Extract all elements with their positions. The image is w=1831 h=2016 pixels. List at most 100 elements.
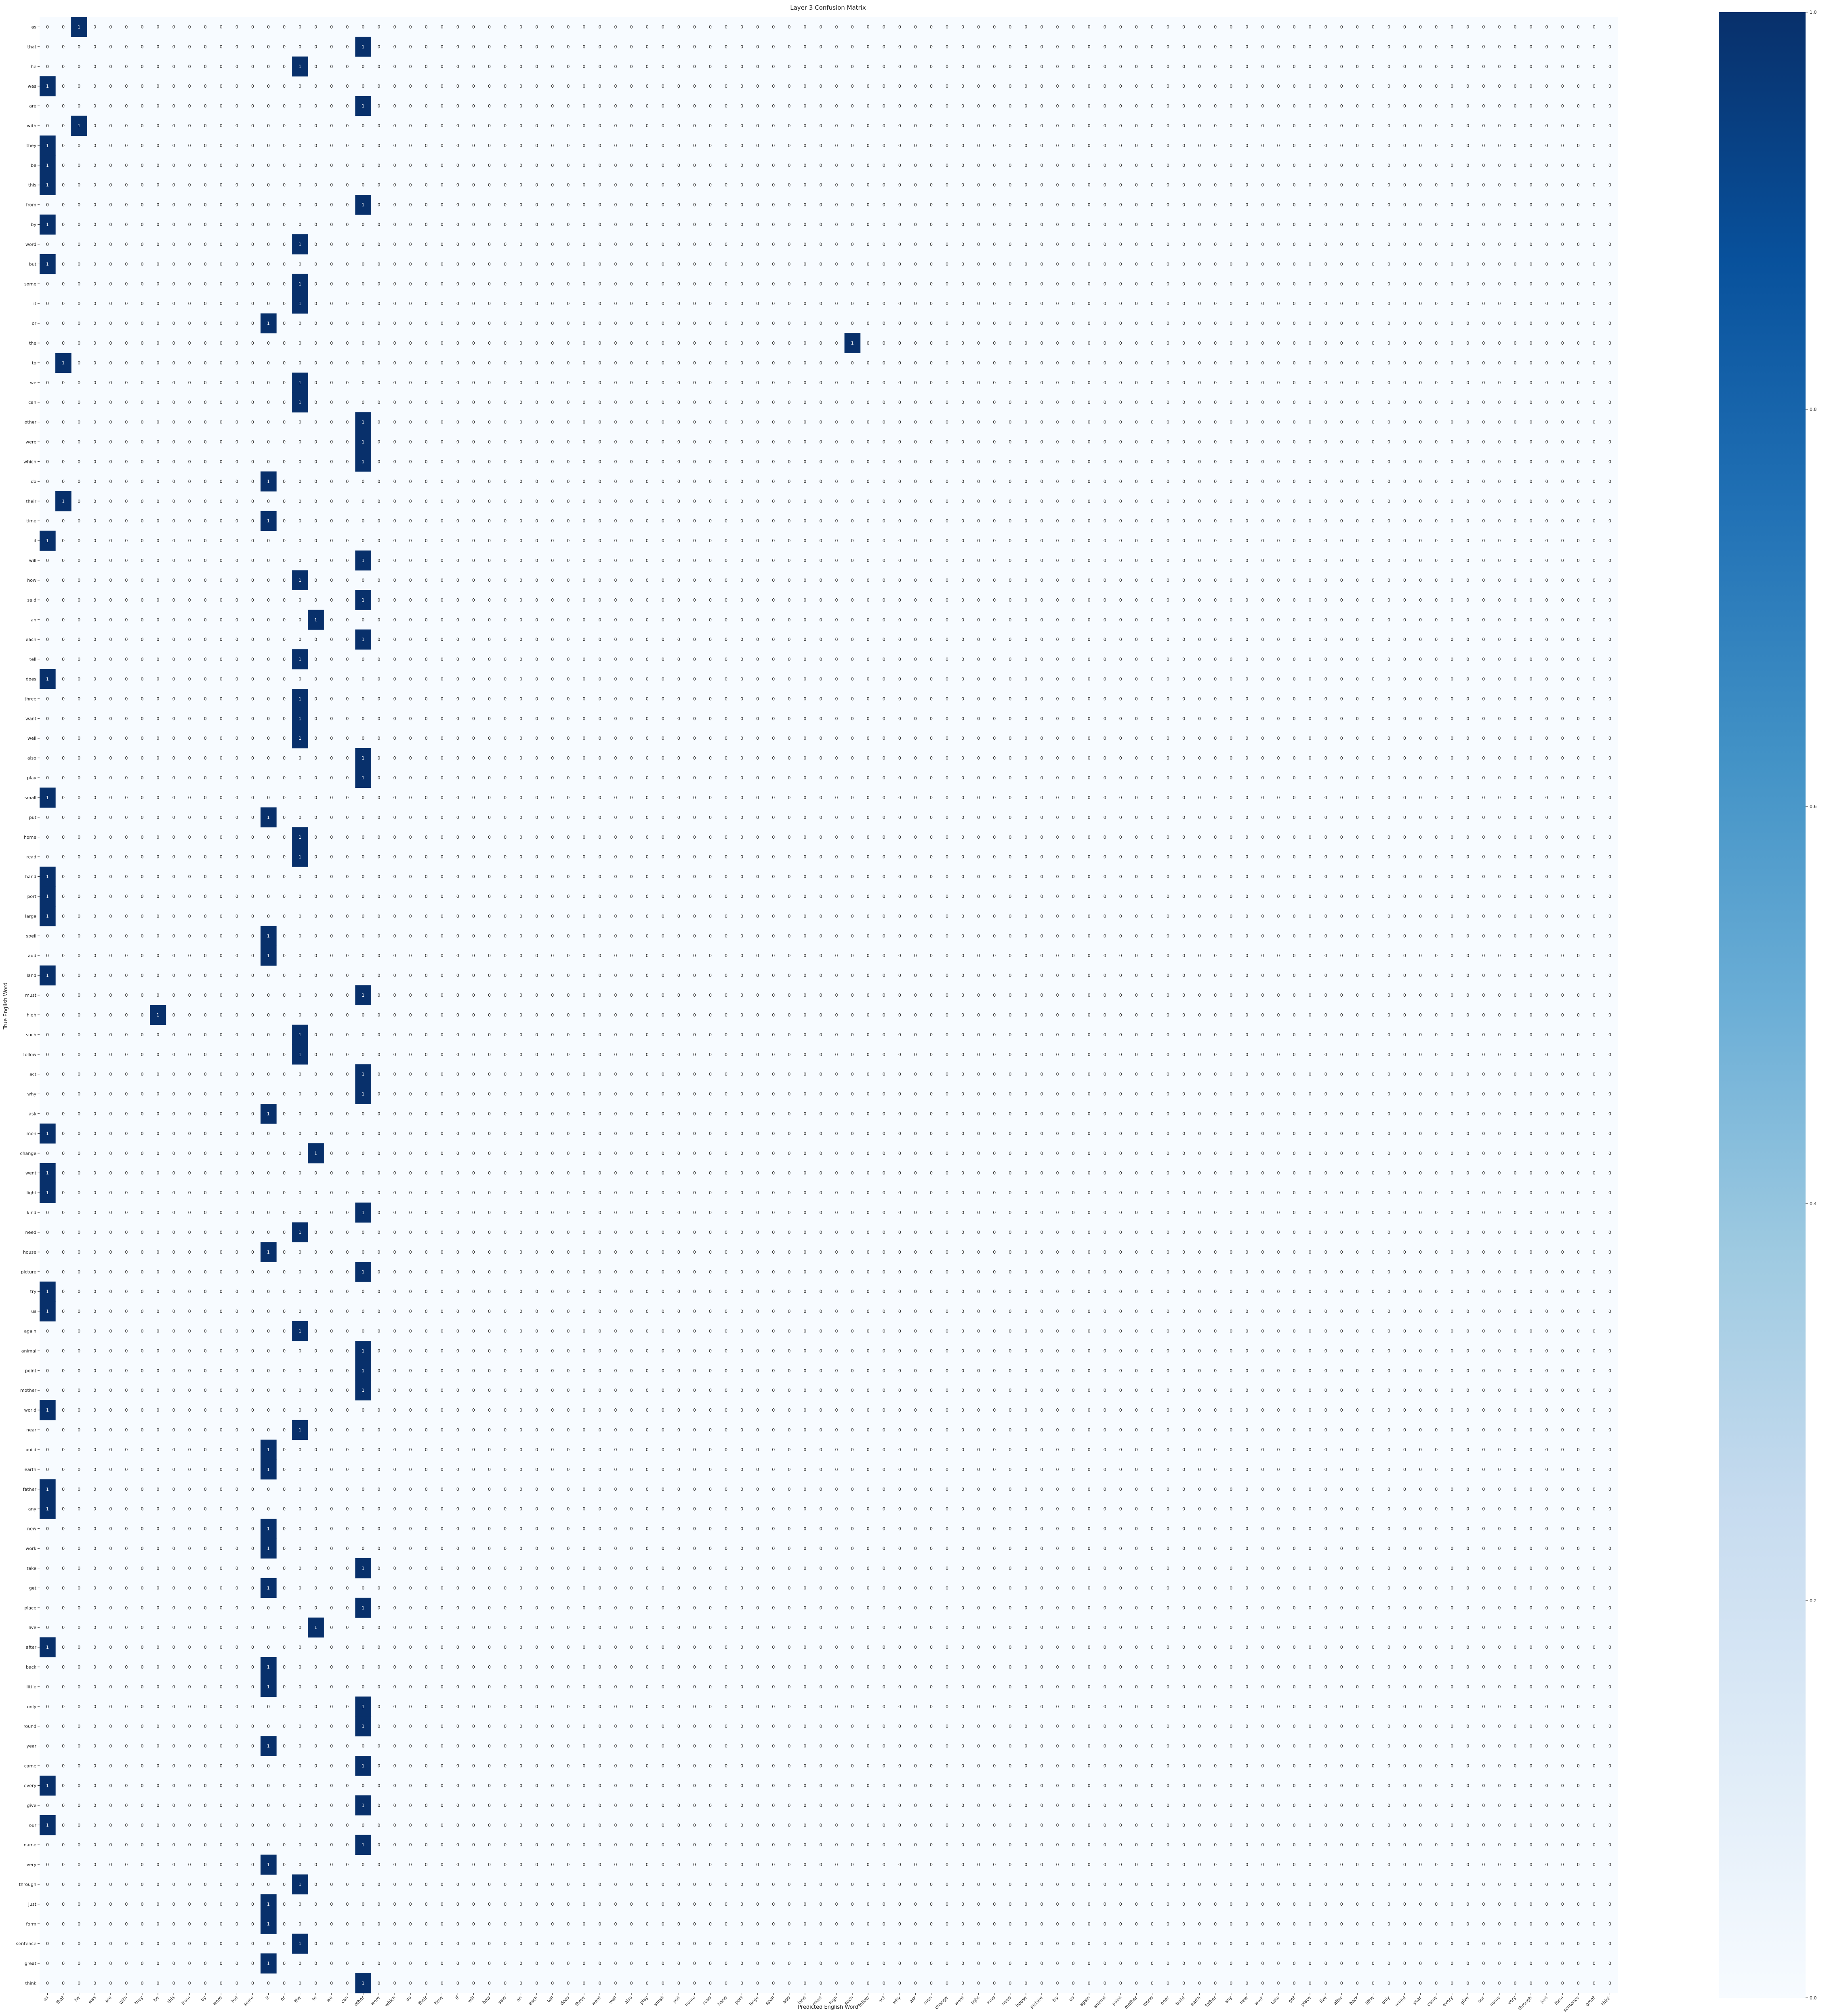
cell-value-label: 0 [1435, 84, 1438, 89]
cell-value-label: 0 [204, 242, 207, 247]
cell-value-label: 0 [46, 835, 49, 840]
cell-value-label: 0 [141, 696, 143, 701]
cell-value-label: 0 [961, 775, 964, 781]
cell-value-label: 0 [1024, 617, 1027, 623]
cell-value-label: 0 [1040, 44, 1043, 49]
cell-value-label: 0 [1072, 499, 1075, 504]
cell-value-label: 0 [1119, 103, 1122, 109]
cell-value-label: 0 [1277, 874, 1280, 880]
cell-value-label: 0 [488, 815, 491, 820]
cell-value-label: 0 [46, 755, 49, 761]
cell-value-label: 0 [346, 84, 349, 89]
cell-value-label: 0 [393, 676, 396, 682]
cell-value-label: 0 [883, 637, 885, 642]
cell-value-label: 0 [378, 755, 380, 761]
cell-value-label: 0 [725, 222, 727, 227]
cell-value-label: 0 [188, 281, 191, 286]
cell-value-label: 0 [1072, 64, 1075, 69]
cell-value-label: 0 [1561, 953, 1564, 958]
cell-value-label: 0 [835, 617, 838, 623]
cell-value-label: 0 [1451, 795, 1453, 800]
cell-value-label: 0 [851, 420, 854, 425]
cell-value-label: 0 [378, 953, 380, 958]
cell-value-label: 0 [267, 380, 270, 385]
cell-value-label: 0 [1104, 913, 1106, 919]
cell-value-label: 0 [1451, 301, 1453, 306]
cell-value-label: 0 [567, 933, 570, 939]
cell-value-label: 0 [1104, 696, 1106, 701]
cell-value-label: 0 [330, 953, 333, 958]
cell-value-label: 0 [535, 143, 538, 148]
cell-value-label: 0 [1056, 301, 1059, 306]
cell-value-label: 0 [1198, 913, 1201, 919]
cell-value-label: 0 [1403, 183, 1406, 188]
cell-value-label: 0 [1593, 459, 1596, 464]
cell-value-label: 0 [409, 538, 412, 543]
cell-value-label: 0 [1435, 163, 1438, 168]
cell-value-label: 0 [456, 973, 459, 978]
cell-value-label: 0 [914, 163, 917, 168]
cell-value-label: 0 [1214, 242, 1217, 247]
cell-value-label: 0 [535, 736, 538, 741]
cell-value-label: 0 [740, 242, 743, 247]
cell-value-label: 0 [1024, 341, 1027, 346]
cell-value-label: 0 [1451, 222, 1453, 227]
cell-value-label: 0 [1356, 143, 1359, 148]
cell-value-label: 0 [946, 400, 948, 405]
cell-value-label: 0 [1451, 242, 1453, 247]
cell-value-label: 0 [456, 380, 459, 385]
cell-value-label: 0 [803, 716, 806, 721]
cell-value-label: 0 [172, 84, 175, 89]
cell-value-label: 0 [157, 657, 160, 662]
cell-value-label: 0 [1104, 874, 1106, 880]
cell-value-label: 0 [1024, 953, 1027, 958]
cell-value-label: 0 [693, 380, 696, 385]
cell-value-label: 0 [1482, 341, 1485, 346]
cell-value-label: 0 [1009, 380, 1011, 385]
cell-value-label: 0 [283, 24, 286, 29]
cell-value-label: 0 [851, 459, 854, 464]
cell-value-label: 0 [630, 479, 633, 484]
cell-value-label: 0 [488, 459, 491, 464]
cell-value-label: 0 [251, 716, 254, 721]
cell-value-label: 0 [1530, 64, 1532, 69]
cell-value-label: 0 [220, 360, 223, 366]
cell-value-label: 0 [1372, 558, 1375, 563]
cell-value-label: 0 [677, 598, 680, 603]
cell-value-label: 0 [109, 380, 112, 385]
cell-value-label: 0 [220, 973, 223, 978]
cell-value-label: 0 [1593, 143, 1596, 148]
cell-value-label: 0 [1009, 598, 1011, 603]
cell-value-label: 0 [1324, 380, 1327, 385]
cell-value-label: 0 [1072, 202, 1075, 208]
cell-value-label: 0 [488, 676, 491, 682]
cell-value-label: 0 [1198, 716, 1201, 721]
cell-value-label: 0 [740, 815, 743, 820]
cell-value-label: 0 [851, 835, 854, 840]
cell-value-label: 0 [598, 301, 601, 306]
cell-value-label: 0 [204, 815, 207, 820]
cell-value-label: 0 [1435, 301, 1438, 306]
cell-value-label: 0 [78, 143, 80, 148]
cell-value-label: 0 [851, 716, 854, 721]
cell-value-label: 0 [1419, 499, 1422, 504]
cell-value-label: 0 [1182, 795, 1185, 800]
cell-value-label: 0 [1167, 459, 1169, 464]
cell-value-label: 0 [456, 360, 459, 366]
cell-value-label: 0 [740, 913, 743, 919]
cell-value-label: 0 [346, 933, 349, 939]
cell-value-label: 0 [961, 360, 964, 366]
cell-value-label: 0 [378, 933, 380, 939]
cell-value-label: 0 [378, 440, 380, 445]
cell-value-label: 0 [851, 815, 854, 820]
cell-value-label: 0 [1230, 795, 1232, 800]
cell-value-label: 0 [299, 341, 301, 346]
cell-value-label: 0 [488, 617, 491, 623]
cell-value-label: 0 [551, 281, 554, 286]
cell-value-label: 0 [740, 301, 743, 306]
cell-value-label: 0 [267, 301, 270, 306]
cell-value-label: 0 [172, 676, 175, 682]
cell-value-label: 0 [1182, 44, 1185, 49]
cell-value-label: 0 [157, 716, 160, 721]
cell-value-label: 0 [1056, 380, 1059, 385]
